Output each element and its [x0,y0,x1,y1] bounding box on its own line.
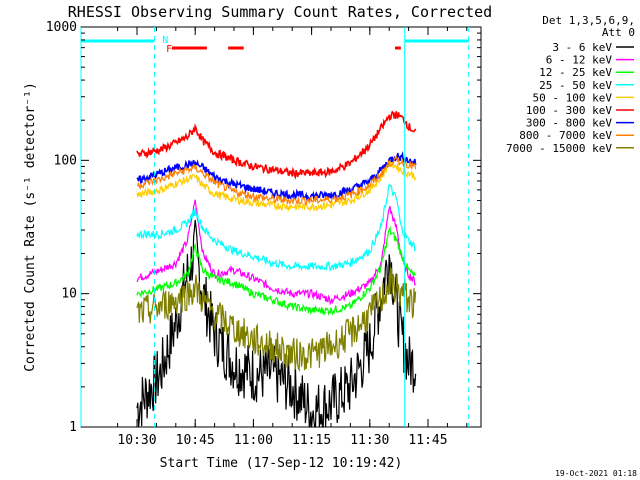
legend-label: 7000 - 15000 keV [506,142,612,155]
legend-label: 300 - 800 keV [526,117,612,130]
y-axis: 1 10 100 1000 [46,20,481,435]
x-tick-label: 11:30 [350,433,389,448]
legend-label: 6 - 12 keV [546,54,613,67]
legend-label: 25 - 50 keV [539,79,612,92]
legend-header-line: Att 0 [602,26,635,39]
series-line-6 [136,110,417,180]
y-tick-label: 10 [61,287,77,302]
flag-label-f: F [166,44,172,55]
series-line-7 [136,151,417,203]
x-axis: 10:30 10:45 11:00 11:15 11:30 11:45 [117,27,468,448]
generation-timestamp: 19-Oct-2021 01:18 [555,469,637,478]
legend-header-line: Det 1,3,5,6,9, [542,14,635,27]
series-line-1 [136,219,417,428]
legend-label: 50 - 100 keV [533,91,613,104]
x-tick-label: 11:15 [292,433,331,448]
overlay-layer: NF [80,27,470,427]
y-tick-label: 1000 [46,20,77,35]
legend-label: 12 - 25 keV [539,66,612,79]
series-line-4 [136,183,417,272]
x-tick-label: 11:00 [234,433,273,448]
y-axis-title: Corrected Count Rate (s⁻¹ detector⁻¹) [23,82,38,372]
series-line-9 [136,266,417,373]
x-tick-label: 11:45 [408,433,447,448]
series-line-8 [137,154,417,206]
x-tick-label: 10:30 [117,433,156,448]
series-line-3 [136,225,417,316]
legend-label: 3 - 6 keV [552,41,612,54]
flag-label-n: N [162,35,168,46]
legend-label: 800 - 7000 keV [519,129,612,142]
series-line-5 [136,158,417,212]
x-tick-label: 10:45 [176,433,215,448]
y-tick-label: 1 [69,420,77,435]
legend-label: 100 - 300 keV [526,104,612,117]
x-axis-title: Start Time (17-Sep-12 10:19:42) [160,456,403,471]
y-tick-label: 100 [54,153,77,168]
series-layer [136,110,417,428]
series-line-2 [136,199,417,306]
chart-title: RHESSI Observing Summary Count Rates, Co… [68,3,492,21]
